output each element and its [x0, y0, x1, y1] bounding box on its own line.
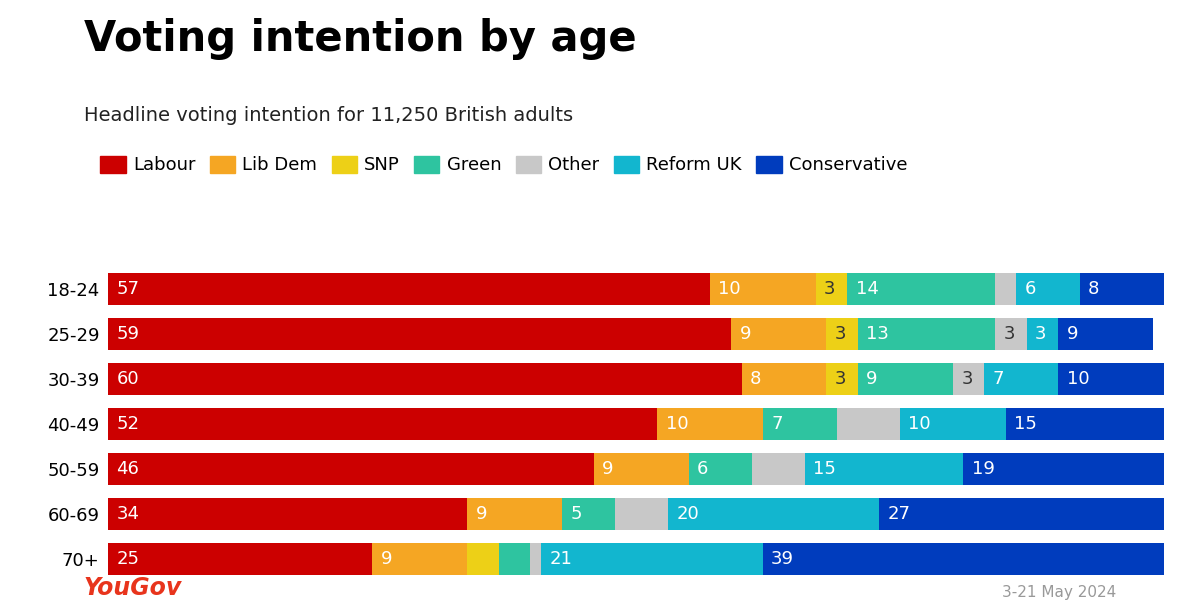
Bar [108, 318, 731, 350]
Bar [878, 498, 1164, 530]
Text: 9: 9 [739, 325, 751, 343]
Text: 8: 8 [1088, 280, 1099, 298]
Bar [763, 408, 836, 441]
Bar [562, 498, 614, 530]
Text: 13: 13 [866, 325, 889, 343]
Text: 9: 9 [602, 460, 613, 478]
Bar [689, 453, 752, 485]
Bar [816, 273, 847, 305]
Bar [1027, 318, 1058, 350]
Text: 15: 15 [1014, 415, 1037, 433]
Bar [1006, 408, 1164, 441]
Bar [667, 498, 878, 530]
Bar [742, 363, 826, 395]
Text: 9: 9 [380, 550, 392, 568]
Bar [541, 543, 763, 576]
Bar [836, 408, 900, 441]
Text: 14: 14 [856, 280, 878, 298]
Bar [826, 363, 858, 395]
Legend: Labour, Lib Dem, SNP, Green, Other, Reform UK, Conservative: Labour, Lib Dem, SNP, Green, Other, Refo… [94, 148, 914, 182]
Text: 10: 10 [908, 415, 931, 433]
Text: 3: 3 [834, 325, 846, 343]
Text: YouGov: YouGov [84, 576, 182, 600]
Text: 46: 46 [116, 460, 139, 478]
Bar [826, 318, 858, 350]
Bar [984, 363, 1058, 395]
Bar [108, 543, 372, 576]
Text: 7: 7 [772, 415, 782, 433]
Text: 3: 3 [1003, 325, 1015, 343]
Bar [858, 318, 995, 350]
Text: Voting intention by age: Voting intention by age [84, 18, 637, 60]
Text: 6: 6 [697, 460, 709, 478]
Bar [467, 498, 562, 530]
Bar [805, 453, 964, 485]
Text: 9: 9 [866, 370, 877, 388]
Text: 52: 52 [116, 415, 139, 433]
Bar [953, 363, 984, 395]
Text: 3: 3 [1036, 325, 1046, 343]
Text: 10: 10 [1067, 370, 1090, 388]
Text: 57: 57 [116, 280, 139, 298]
Bar [1016, 273, 1080, 305]
Text: Headline voting intention for 11,250 British adults: Headline voting intention for 11,250 Bri… [84, 106, 574, 125]
Text: 34: 34 [116, 505, 139, 523]
Bar [847, 273, 995, 305]
Bar [763, 543, 1175, 576]
Bar [1080, 273, 1164, 305]
Text: 39: 39 [772, 550, 794, 568]
Bar [964, 453, 1164, 485]
Bar [858, 363, 953, 395]
Text: 59: 59 [116, 325, 139, 343]
Bar [752, 453, 805, 485]
Bar [108, 273, 710, 305]
Text: 60: 60 [116, 370, 139, 388]
Bar [731, 318, 826, 350]
Bar [467, 543, 499, 576]
Bar [108, 408, 658, 441]
Bar [1058, 318, 1153, 350]
Text: 15: 15 [814, 460, 836, 478]
Bar [900, 408, 1006, 441]
Text: 6: 6 [1025, 280, 1036, 298]
Text: 5: 5 [570, 505, 582, 523]
Text: 20: 20 [676, 505, 698, 523]
Bar [995, 273, 1016, 305]
Bar [530, 543, 541, 576]
Text: 8: 8 [750, 370, 762, 388]
Bar [614, 498, 667, 530]
Text: 3: 3 [824, 280, 835, 298]
Bar [710, 273, 816, 305]
Bar [658, 408, 763, 441]
Text: 3: 3 [961, 370, 973, 388]
Text: 19: 19 [972, 460, 995, 478]
Text: 10: 10 [719, 280, 740, 298]
Text: 3: 3 [834, 370, 846, 388]
Text: 9: 9 [1067, 325, 1079, 343]
Text: 9: 9 [475, 505, 487, 523]
Text: 7: 7 [992, 370, 1004, 388]
Bar [108, 363, 742, 395]
Text: 21: 21 [550, 550, 572, 568]
Text: 25: 25 [116, 550, 139, 568]
Text: 27: 27 [887, 505, 911, 523]
Bar [108, 453, 594, 485]
Text: 10: 10 [666, 415, 688, 433]
Bar [1058, 363, 1164, 395]
Bar [372, 543, 467, 576]
Text: 3-21 May 2024: 3-21 May 2024 [1002, 585, 1116, 600]
Bar [108, 498, 467, 530]
Bar [499, 543, 530, 576]
Bar [995, 318, 1027, 350]
Bar [594, 453, 689, 485]
